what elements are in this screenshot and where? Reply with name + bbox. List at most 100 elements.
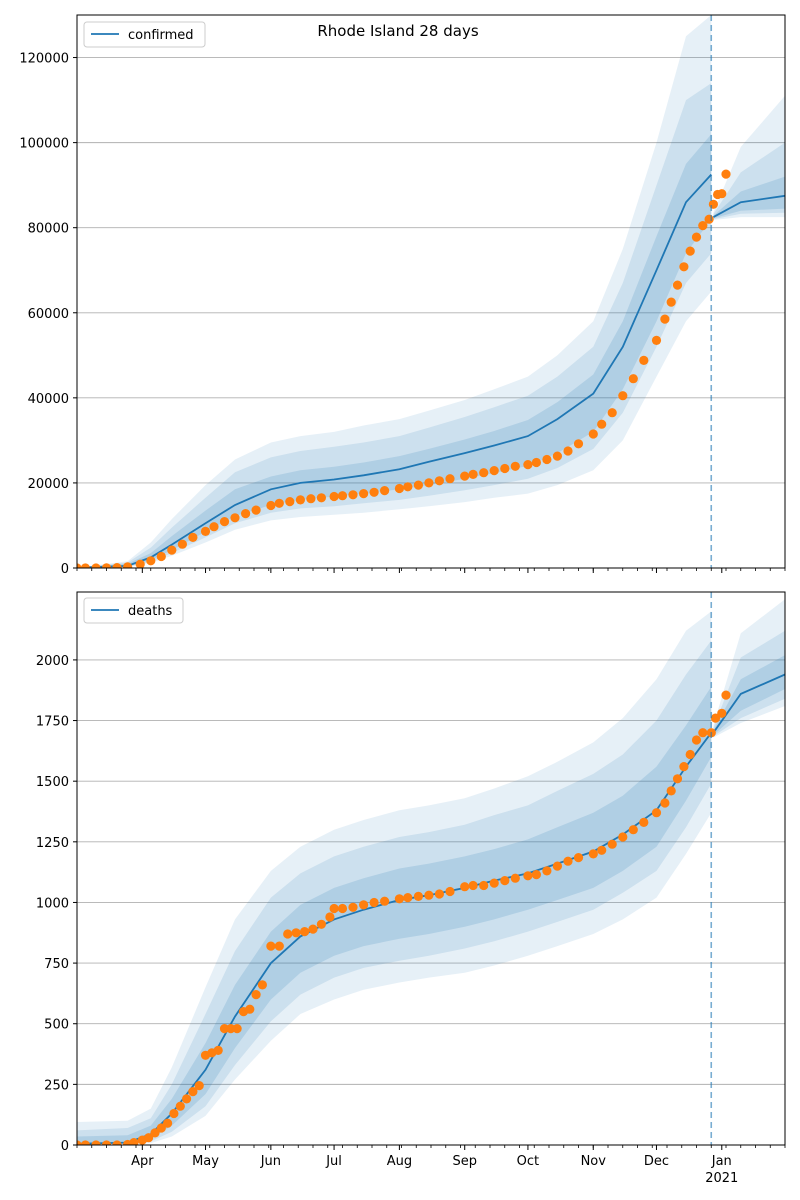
observed-point	[679, 762, 689, 772]
y-tick-label: 60000	[28, 307, 69, 322]
observed-point	[300, 927, 310, 937]
observed-point	[163, 1118, 173, 1128]
observed-point	[308, 924, 318, 934]
observed-point	[597, 419, 607, 429]
observed-point	[316, 493, 326, 503]
observed-point	[369, 487, 379, 497]
observed-point	[489, 466, 499, 476]
observed-point	[510, 873, 520, 883]
y-tick-label: 80000	[28, 222, 69, 237]
observed-point	[219, 517, 230, 527]
observed-point	[660, 314, 670, 324]
observed-point	[434, 889, 444, 899]
observed-point	[691, 232, 702, 242]
observed-point	[337, 491, 348, 501]
observed-point	[660, 798, 670, 808]
uncertainty-band	[713, 599, 785, 738]
observed-point	[403, 482, 413, 492]
observed-point	[413, 891, 423, 902]
observed-point	[182, 1094, 192, 1104]
observed-point	[112, 1140, 122, 1145]
observed-point	[283, 929, 293, 939]
legend-label-confirmed: confirmed	[128, 28, 194, 43]
observed-point	[337, 903, 348, 914]
observed-point	[698, 728, 708, 738]
observed-point	[230, 513, 240, 523]
observed-point	[226, 1024, 236, 1034]
observed-point	[266, 941, 276, 951]
observed-point	[80, 563, 90, 568]
observed-point	[146, 556, 156, 566]
observed-point	[285, 497, 295, 507]
observed-point	[523, 871, 533, 881]
observed-point	[348, 902, 358, 912]
observed-point	[316, 919, 326, 929]
observed-point	[651, 335, 662, 345]
observed-point	[531, 870, 542, 880]
observed-point	[144, 1133, 154, 1143]
observed-point	[91, 563, 101, 568]
observed-point	[588, 429, 598, 439]
observed-point	[200, 526, 211, 537]
uncertainty-band	[77, 640, 712, 1144]
plot-area	[77, 599, 785, 1145]
observed-point	[274, 498, 284, 508]
observed-point	[156, 1123, 166, 1133]
y-tick-label: 0	[61, 1139, 69, 1154]
observed-point	[460, 471, 470, 481]
observed-point	[167, 545, 177, 555]
observed-point	[291, 928, 301, 938]
y-tick-label: 1000	[36, 896, 69, 911]
confirmed-legend: confirmed	[83, 21, 206, 48]
uncertainty-band	[77, 611, 712, 1144]
observed-point	[607, 408, 617, 418]
observed-point	[721, 169, 731, 179]
observed-point	[704, 214, 714, 224]
observed-point	[552, 861, 563, 871]
observed-point	[274, 941, 284, 951]
x-tick-label: Oct	[517, 1154, 539, 1169]
x-tick-label: Jul	[325, 1154, 342, 1169]
x-tick-label: Dec	[644, 1154, 669, 1169]
observed-point	[685, 246, 695, 256]
y-tick-label: 100000	[19, 137, 69, 152]
observed-point	[359, 900, 369, 910]
observed-point	[77, 1140, 82, 1145]
plot-area	[77, 15, 785, 568]
observed-point	[380, 896, 390, 906]
observed-point	[639, 817, 649, 828]
observed-point	[651, 808, 662, 818]
x-tick-label: Jan	[711, 1154, 732, 1169]
observed-point	[460, 882, 470, 892]
observed-point	[424, 478, 434, 488]
observed-point	[245, 1004, 255, 1014]
observed-point	[531, 457, 542, 468]
y-tick-label: 2000	[36, 654, 69, 669]
x-tick-label: Jun	[260, 1154, 281, 1169]
observed-point	[77, 563, 82, 568]
observed-point	[666, 297, 676, 307]
deaths-legend: deaths	[83, 597, 184, 624]
observed-point	[717, 189, 727, 199]
observed-point	[295, 495, 305, 505]
observed-point	[413, 480, 423, 490]
y-tick-label: 750	[44, 957, 69, 972]
x-tick-label: Apr	[131, 1154, 154, 1169]
observed-point	[251, 990, 261, 1000]
observed-point	[618, 832, 628, 842]
observed-point	[717, 708, 727, 718]
observed-point	[588, 849, 598, 859]
observed-point	[628, 825, 638, 835]
y-tick-label: 120000	[19, 52, 69, 67]
observed-point	[542, 454, 552, 465]
model-median-line	[712, 194, 785, 218]
observed-point	[479, 880, 489, 891]
uncertainty-band	[713, 655, 785, 736]
observed-point	[257, 980, 267, 990]
y-tick-label: 500	[44, 1018, 69, 1033]
observed-point	[194, 1081, 204, 1091]
observed-point	[188, 1087, 198, 1097]
x-tick-label: Sep	[452, 1154, 477, 1169]
observed-point	[394, 894, 404, 904]
